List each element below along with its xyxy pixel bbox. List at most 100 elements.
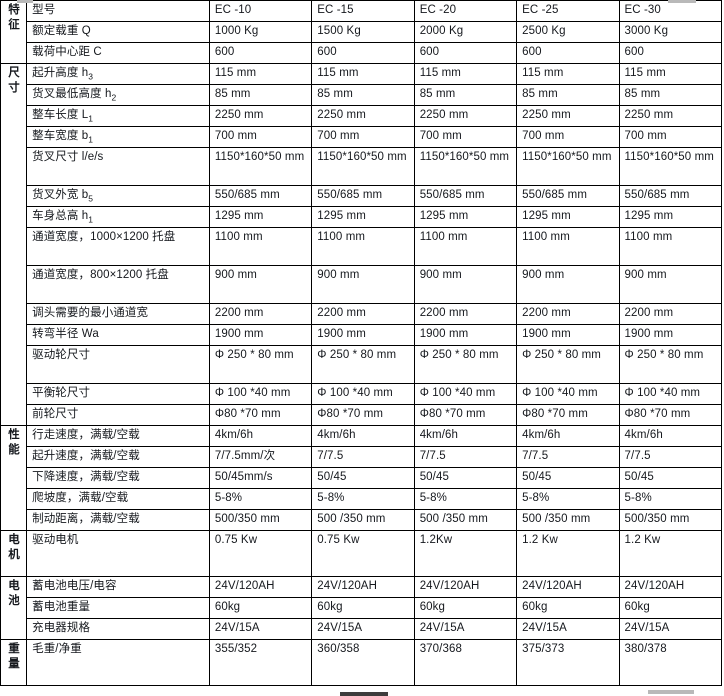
table-row: 货叉外宽 b5 550/685 mm 550/685 mm 550/685 mm 550… xyxy=(1,185,723,207)
value-cell: 2000 Kg xyxy=(413,21,518,43)
value-cell: 3000 Kg xyxy=(618,21,723,43)
value-cell: 2250 mm xyxy=(208,105,313,127)
table-row: 重量 毛重/净重 355/352 360/358 370/368 375/373 380/3… xyxy=(0,639,723,686)
parameter-label-base: 爬坡度，满载/空载 xyxy=(32,492,129,504)
group-label-text: 电机 xyxy=(8,534,20,561)
table-row: 调头需要的最小通道宽 2200 mm 2200 mm 2200 mm 2200 mm 22… xyxy=(1,303,723,325)
table-row: 驱动轮尺寸 Φ 250 * 80 mm Φ 250 * 80 mm Φ 250 * 8… xyxy=(1,345,723,384)
value-cell: 24V/120AH xyxy=(413,576,518,598)
parameter-label-base: 行走速度，满载/空载 xyxy=(32,429,140,441)
value-cell: Φ80 *70 mm xyxy=(413,404,518,426)
value-cell: 600 xyxy=(516,42,620,64)
parameter-label-subscript: 2 xyxy=(111,92,117,103)
parameter-label-base: 货叉外宽 xyxy=(32,189,82,201)
parameter-label: 毛重/净重 xyxy=(26,639,210,686)
parameter-label-base: 调头需要的最小通道宽 xyxy=(32,307,149,319)
group-label-text: 尺寸 xyxy=(8,67,20,94)
value-cell: 900 mm xyxy=(413,265,518,304)
value-cell: 85 mm xyxy=(311,84,415,106)
value-cell: 24V/15A xyxy=(208,618,313,640)
value-cell: 24V/15A xyxy=(413,618,518,640)
parameter-label-base: 起升速度，满载/空载 xyxy=(32,450,140,462)
value-cell: 1100 mm xyxy=(618,227,723,266)
table-row: 整车长度 L1 2250 mm 2250 mm 2250 mm 2250 mm 2250 … xyxy=(1,105,723,127)
value-cell: 0.75 Kw xyxy=(311,530,415,577)
value-cell: 4km/6h xyxy=(516,425,620,447)
parameter-label-base: 货叉尺寸 xyxy=(32,151,82,163)
table-row: 通道宽度，800×1200 托盘 900 mm 900 mm 900 mm 900 mm… xyxy=(1,265,723,304)
parameter-label: 制动距离，满载/空载 xyxy=(26,509,210,531)
value-cell: 2250 mm xyxy=(516,105,620,127)
parameter-label-subscript: 1 xyxy=(88,113,94,124)
value-cell: 24V/15A xyxy=(516,618,620,640)
value-cell: 7/7.5 xyxy=(413,446,518,468)
value-cell: 2500 Kg xyxy=(516,21,620,43)
value-cell: 900 mm xyxy=(208,265,313,304)
value-cell: 5-8% xyxy=(516,488,620,510)
value-cell: Φ 100 *40 mm xyxy=(413,383,518,405)
parameter-label-base: 整车长度 xyxy=(32,109,82,121)
value-cell: 50/45 xyxy=(618,467,723,489)
value-cell: 380/378 xyxy=(618,639,723,686)
value-cell: 1100 mm xyxy=(208,227,313,266)
value-cell: 85 mm xyxy=(618,84,723,106)
parameter-label-base: 蓄电池重量 xyxy=(32,601,91,613)
value-cell: Φ 250 * 80 mm xyxy=(618,345,723,384)
parameter-label-base: 载荷中心距 xyxy=(32,46,94,58)
value-cell: 1100 mm xyxy=(311,227,415,266)
value-cell: Φ 250 * 80 mm xyxy=(208,345,313,384)
value-cell: 1900 mm xyxy=(311,324,415,346)
table-row: 尺寸 起升高度 h3 115 mm 115 mm 115 mm 115 mm 115 mm xyxy=(0,63,723,426)
value-cell: 600 xyxy=(311,42,415,64)
value-cell: 700 mm xyxy=(208,126,313,148)
group-label-dimensions: 尺寸 xyxy=(0,63,28,426)
value-cell: Φ 250 * 80 mm xyxy=(311,345,415,384)
value-cell: 2200 mm xyxy=(516,303,620,325)
value-cell: 7/7.5 xyxy=(311,446,415,468)
value-cell: EC -25 xyxy=(516,0,620,22)
parameter-label: 行走速度，满载/空载 xyxy=(26,425,210,447)
value-cell: 375/373 xyxy=(516,639,620,686)
scan-artifact-bottom xyxy=(340,692,388,696)
parameter-label: 起升速度，满载/空载 xyxy=(26,446,210,468)
value-cell: 1150*160*50 mm xyxy=(413,147,518,186)
parameter-label: 平衡轮尺寸 xyxy=(26,383,210,405)
table-row: 蓄电池重量 60kg 60kg 60kg 60kg 60kg xyxy=(1,597,723,619)
parameter-label: 起升高度 h3 xyxy=(26,63,210,85)
parameter-label-base: 驱动电机 xyxy=(32,534,79,546)
parameter-label-base: 货叉最低高度 xyxy=(32,88,105,100)
value-cell: 1295 mm xyxy=(208,206,313,228)
value-cell: EC -30 xyxy=(618,0,723,22)
table-row: 起升速度，满载/空载 7/7.5mm/次 7/7.5 7/7.5 7/7.5 7/7.5 xyxy=(1,446,723,468)
parameter-label: 货叉最低高度 h2 xyxy=(26,84,210,106)
value-cell: 7/7.5 xyxy=(516,446,620,468)
table-row: 特征 型号 EC -10 EC -15 EC -20 EC -25 EC -30 xyxy=(0,0,723,64)
value-cell: 5-8% xyxy=(413,488,518,510)
value-cell: 50/45 xyxy=(311,467,415,489)
parameter-label-base: 通道宽度，800×1200 托盘 xyxy=(32,269,169,281)
parameter-label: 货叉尺寸 l/e/s xyxy=(26,147,210,186)
value-cell: 50/45 xyxy=(413,467,518,489)
value-cell: 2200 mm xyxy=(208,303,313,325)
value-cell: 360/358 xyxy=(311,639,415,686)
value-cell: 60kg xyxy=(413,597,518,619)
parameter-label: 蓄电池重量 xyxy=(26,597,210,619)
value-cell: 1900 mm xyxy=(516,324,620,346)
value-cell: 550/685 mm xyxy=(618,185,723,207)
parameter-label-base: 驱动轮尺寸 xyxy=(32,349,91,361)
value-cell: 500/350 mm xyxy=(208,509,313,531)
group-label-motor: 电机 xyxy=(0,530,28,577)
value-cell: 60kg xyxy=(208,597,313,619)
table-row: 制动距离，满载/空载 500/350 mm 500 /350 mm 500 /350 … xyxy=(1,509,723,531)
value-cell: 4km/6h xyxy=(618,425,723,447)
value-cell: 500 /350 mm xyxy=(413,509,518,531)
value-cell: Φ80 *70 mm xyxy=(618,404,723,426)
parameter-label-symbol: Q xyxy=(81,25,91,37)
parameter-label: 车身总高 h1 xyxy=(26,206,210,228)
table-row: 车身总高 h1 1295 mm 1295 mm 1295 mm 1295 mm 1295 … xyxy=(1,206,723,228)
table-row: 载荷中心距 C 600 600 600 600 600 xyxy=(1,42,723,64)
value-cell: 2250 mm xyxy=(413,105,518,127)
value-cell: 2250 mm xyxy=(311,105,415,127)
